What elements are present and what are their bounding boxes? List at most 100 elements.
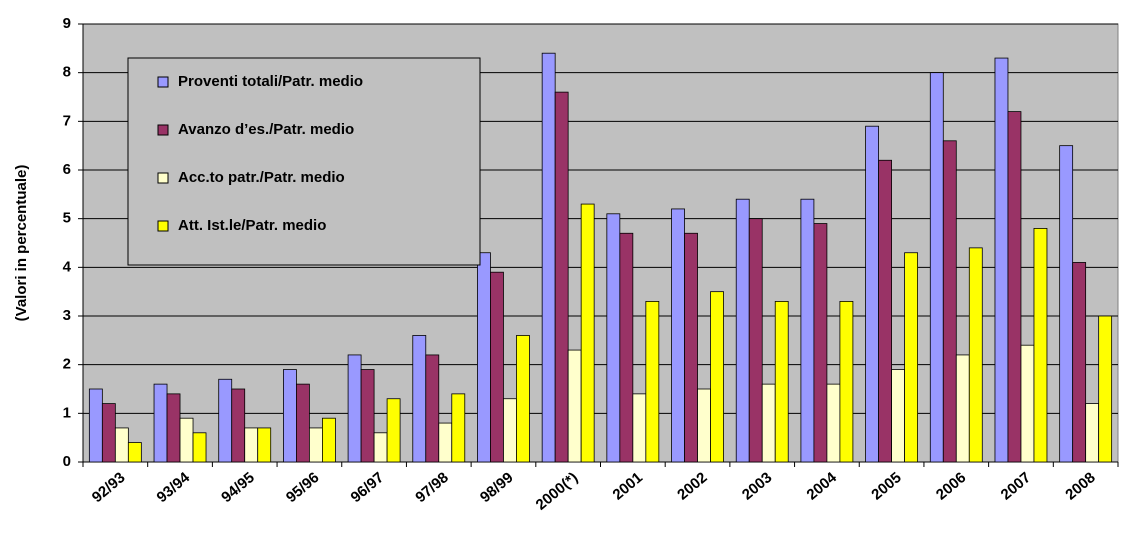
bar [127,442,142,463]
bar [296,383,310,463]
bar [955,354,970,463]
bar [645,300,660,463]
bar [412,335,427,463]
bar [1072,262,1087,463]
y-tick-label: 8 [63,64,71,81]
legend-swatch [157,76,169,88]
legend-label: Att. Ist.le/Patr. medio [178,217,326,234]
bar [813,223,828,463]
bar [503,398,517,463]
bar [735,198,750,463]
bar [541,52,556,463]
x-tick-label: 96/97 [348,469,388,506]
bar [451,393,466,463]
bar [1085,403,1100,463]
x-tick-label: 95/96 [283,469,323,506]
bar [101,403,116,463]
bar [179,417,194,463]
bar [826,383,841,463]
bar [166,393,181,463]
bar [800,198,815,463]
bar [438,422,453,463]
x-tick-label: 92/93 [89,469,129,506]
bar [283,369,297,463]
bar [1020,344,1035,463]
y-tick-label: 1 [63,404,71,421]
y-tick-label: 2 [63,356,71,373]
legend-swatch [157,220,169,232]
bar [1098,315,1113,463]
x-tick-label: 2008 [1062,469,1098,503]
y-axis-label: (Valori in percentuale) [13,165,30,322]
bar [632,393,647,463]
bar [891,369,905,463]
bar [373,432,388,463]
bar [1007,111,1022,463]
bar [748,218,763,463]
x-tick-label: 2005 [868,469,904,503]
bar [218,378,233,463]
bar [192,432,207,463]
bar [347,354,362,463]
x-tick-label: 2006 [933,469,969,503]
bar [386,398,401,463]
bar [257,427,272,463]
x-tick-label: 2000(*) [533,469,582,514]
bar [322,417,336,463]
bar [671,208,685,463]
bar [619,232,634,463]
legend-box [127,57,481,266]
y-tick-label: 7 [63,112,71,129]
bar [580,203,595,463]
y-tick-label: 9 [63,15,71,32]
y-tick-label: 5 [63,210,71,227]
bar [839,300,854,463]
bar [567,349,582,463]
x-tick-label: 2002 [674,469,710,503]
x-tick-label: 2001 [609,469,645,503]
bar [904,252,918,463]
x-tick-label: 2003 [739,469,775,503]
y-tick-label: 6 [63,161,71,178]
bar [1033,227,1048,463]
x-tick-label: 94/95 [218,469,258,506]
bar [929,72,944,463]
y-tick-label: 0 [63,453,71,470]
bar [606,213,621,463]
legend-swatch [157,124,169,136]
y-tick-label: 4 [63,258,72,275]
x-tick-label: 2004 [804,469,841,504]
bar [710,291,724,463]
bar [554,91,569,463]
bar [697,388,711,463]
bar [516,335,530,463]
x-tick-label: 2007 [998,469,1034,503]
bar [994,57,1009,463]
bar [490,271,504,463]
x-tick-label: 97/98 [412,469,452,506]
x-tick-label: 93/94 [153,469,193,507]
bar [865,125,879,463]
legend-label: Avanzo d’es./Patr. medio [178,121,354,138]
bar [684,232,698,463]
bar [942,140,957,463]
bar [878,159,892,463]
bar [774,300,789,463]
bar [968,247,983,463]
y-tick-label: 3 [63,307,71,324]
bar [244,427,259,463]
bar [153,383,168,463]
bar [309,427,323,463]
bar [231,388,246,463]
bar [761,383,776,463]
bar [114,427,129,463]
bar [425,354,440,463]
legend-label: Proventi totali/Patr. medio [178,73,363,90]
bar [88,388,103,463]
legend-label: Acc.to patr./Patr. medio [178,169,345,186]
legend-swatch [157,172,169,184]
x-tick-label: 98/99 [477,469,517,506]
bar [477,252,491,463]
